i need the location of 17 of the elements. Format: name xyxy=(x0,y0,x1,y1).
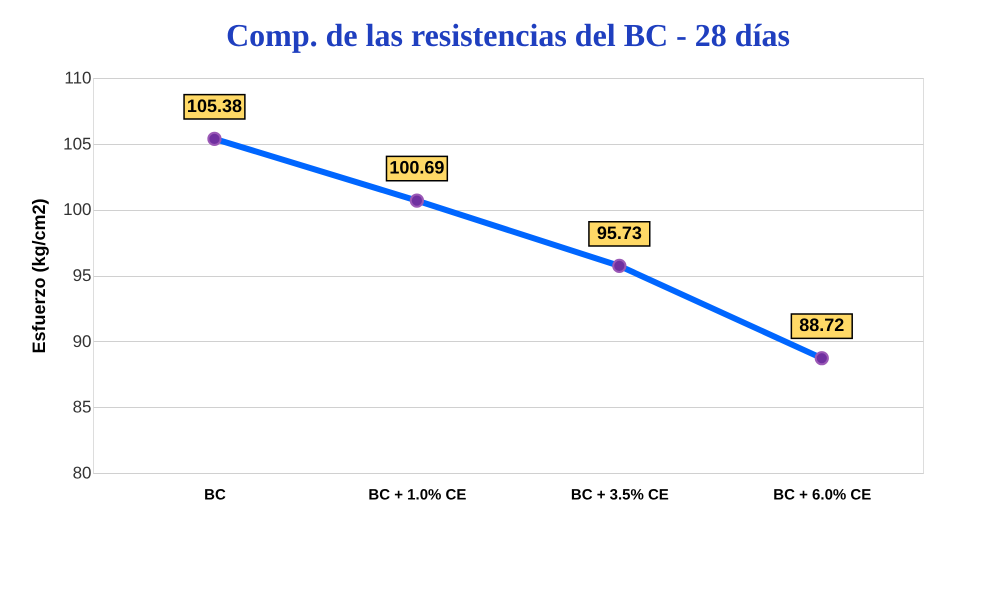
data-label: 100.69 xyxy=(389,158,444,178)
y-tick-label: 100 xyxy=(63,200,92,220)
data-label: 105.38 xyxy=(186,96,242,116)
x-tick-label: BC + 1.0% CE xyxy=(368,486,466,504)
y-tick-label: 95 xyxy=(72,266,92,285)
chart-title: Comp. de las resistencias del BC - 28 días xyxy=(226,17,790,53)
y-axis-title: Esfuerzo (kg/cm2) xyxy=(29,198,50,354)
x-tick-label: BC + 6.0% CE xyxy=(773,486,872,504)
y-tick-label: 105 xyxy=(63,134,92,154)
x-tick-label: BC + 3.5% CE xyxy=(570,486,669,504)
data-label: 88.72 xyxy=(799,315,844,336)
y-tick-label: 110 xyxy=(64,68,92,88)
data-label: 95.73 xyxy=(596,222,642,243)
x-tick-label: BC xyxy=(204,486,226,504)
y-tick-label: 90 xyxy=(72,332,92,351)
y-tick-label: 85 xyxy=(72,398,92,417)
y-tick-label: 80 xyxy=(72,464,92,482)
